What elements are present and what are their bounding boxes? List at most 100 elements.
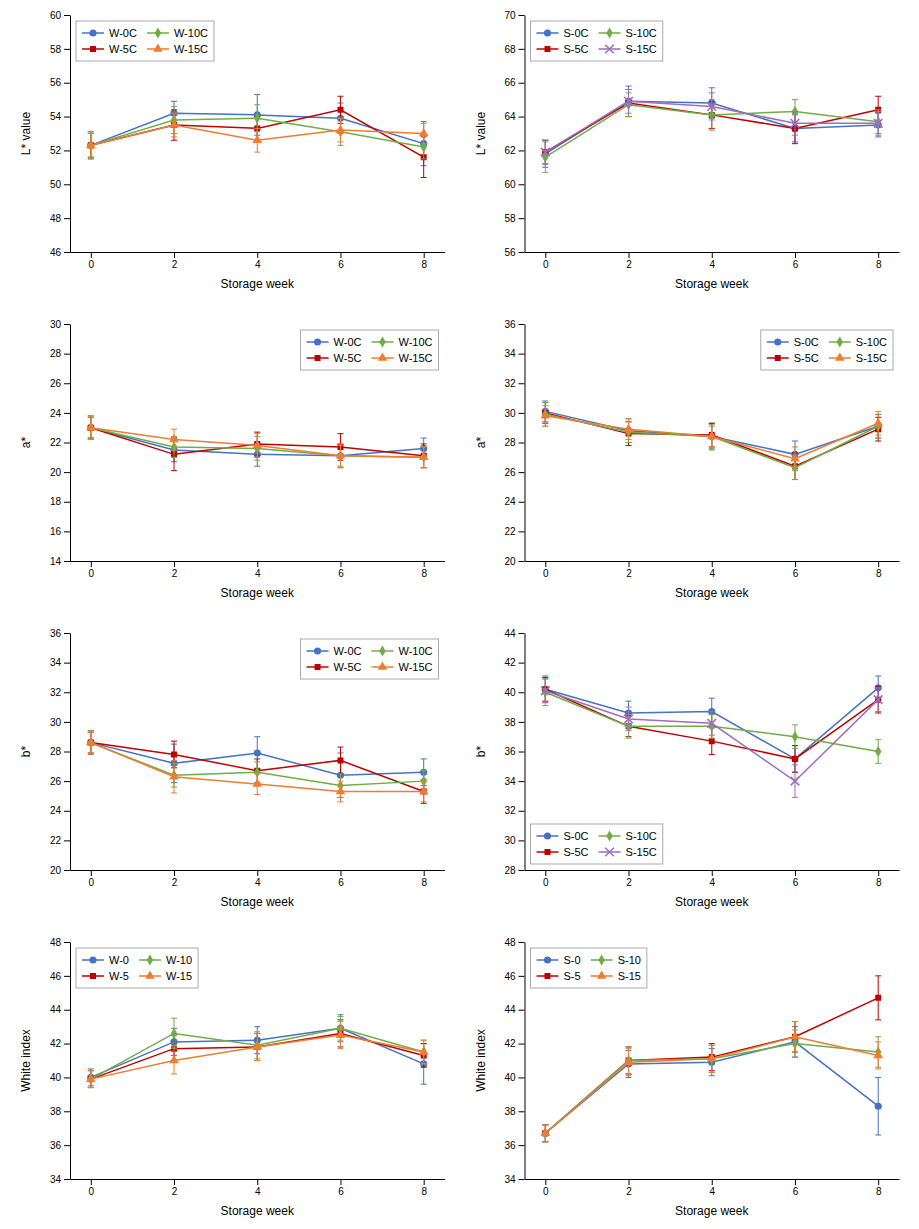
x-tick-mark [340,561,341,567]
x-tick-mark [424,252,425,258]
x-axis: 02468 [71,870,446,888]
point [624,715,633,724]
x-tick-label: 8 [421,259,427,270]
plot-area [86,416,429,471]
y-tick-mark [64,502,70,503]
y-tick-label: 34 [50,1174,62,1185]
y-tick-mark [519,218,525,219]
y-axis: 202224262830323436 [504,319,525,567]
y-tick: 44 [504,1004,524,1015]
x-tick-mark [878,870,879,876]
x-axis: 02468 [525,561,900,579]
point [419,1046,429,1054]
y-tick: 22 [50,835,70,846]
x-tick: 0 [89,870,95,888]
y-tick-label: 26 [50,378,62,389]
point [540,1128,550,1136]
y-tick-label: 40 [504,687,516,698]
series [86,1022,429,1088]
y-tick-mark [64,1044,70,1045]
x-tick: 6 [338,1179,344,1197]
y-tick-mark [519,49,525,50]
legend-swatch [606,830,612,841]
y-tick-mark [519,150,525,151]
y-tick-mark [519,781,525,782]
y-tick-mark [64,531,70,532]
x-tick-label: 0 [543,1186,549,1197]
x-tick: 6 [793,870,799,888]
y-axis-line [70,634,71,871]
point [540,410,550,418]
y-axis-line [525,634,526,871]
x-tick: 4 [255,252,261,270]
series [542,86,882,167]
y-tick-mark [64,252,70,253]
legend-label: W-15C [174,43,208,55]
y-tick: 30 [50,319,70,330]
point [86,140,96,148]
y-tick-label: 20 [50,467,62,478]
x-tick-label: 4 [255,877,261,888]
y-tick-mark [519,502,525,503]
x-tick: 8 [421,1179,427,1197]
y-tick-label: 36 [504,1140,516,1151]
point [86,422,96,430]
legend-label: W-15C [398,352,432,364]
y-tick: 16 [50,526,70,537]
y-tick-mark [64,561,70,562]
x-axis-title: Storage week [221,586,295,600]
x-tick: 4 [709,561,715,579]
y-tick: 58 [50,44,70,55]
y-tick: 36 [504,746,524,757]
y-tick-mark [64,354,70,355]
x-tick-mark [257,561,258,567]
legend-item: S-0C [537,830,589,842]
x-tick-label: 0 [89,259,95,270]
legend-swatch [545,973,551,979]
y-tick-mark [519,413,525,414]
y-tick: 20 [50,865,70,876]
legend-label: W-10 [166,954,192,966]
legend-swatch [544,956,551,963]
x-axis-title: Storage week [221,277,295,291]
y-tick-mark [519,811,525,812]
legend-label: W-15 [166,970,192,982]
y-tick-mark [519,252,525,253]
series-line [545,691,878,781]
x-tick-mark [91,252,92,258]
series-line [545,414,878,467]
x-tick: 0 [89,252,95,270]
plot-area [86,1015,429,1088]
y-tick-label: 32 [504,805,516,816]
legend-swatch [315,355,321,361]
x-tick-mark [545,1179,546,1185]
legend-swatch [314,338,321,345]
y-tick: 30 [50,717,70,728]
y-tick: 36 [50,628,70,639]
x-tick-mark [174,870,175,876]
y-tick-mark [519,531,525,532]
x-tick: 6 [793,1179,799,1197]
x-tick: 4 [709,252,715,270]
point [336,125,346,133]
legend-label: W-0C [334,645,362,657]
y-tick: 38 [504,717,524,728]
y-tick: 26 [50,776,70,787]
x-axis: 02468 [525,1179,900,1197]
series [88,96,427,177]
legend-swatch [153,43,163,51]
panel: 024683436384042444648Storage weekWhite i… [19,937,445,1218]
series-line [545,1042,878,1133]
legend-swatch [155,27,161,38]
x-tick-mark [340,870,341,876]
legend-item: S-15C [829,352,887,364]
series [542,1027,882,1142]
y-tick: 34 [504,776,524,787]
point [792,731,798,742]
y-tick-label: 16 [50,526,62,537]
x-tick: 2 [626,870,632,888]
legend-item: W-5 [82,970,129,982]
y-tick: 46 [50,247,70,258]
legend-swatch [544,832,551,839]
x-axis: 02468 [71,1179,446,1197]
